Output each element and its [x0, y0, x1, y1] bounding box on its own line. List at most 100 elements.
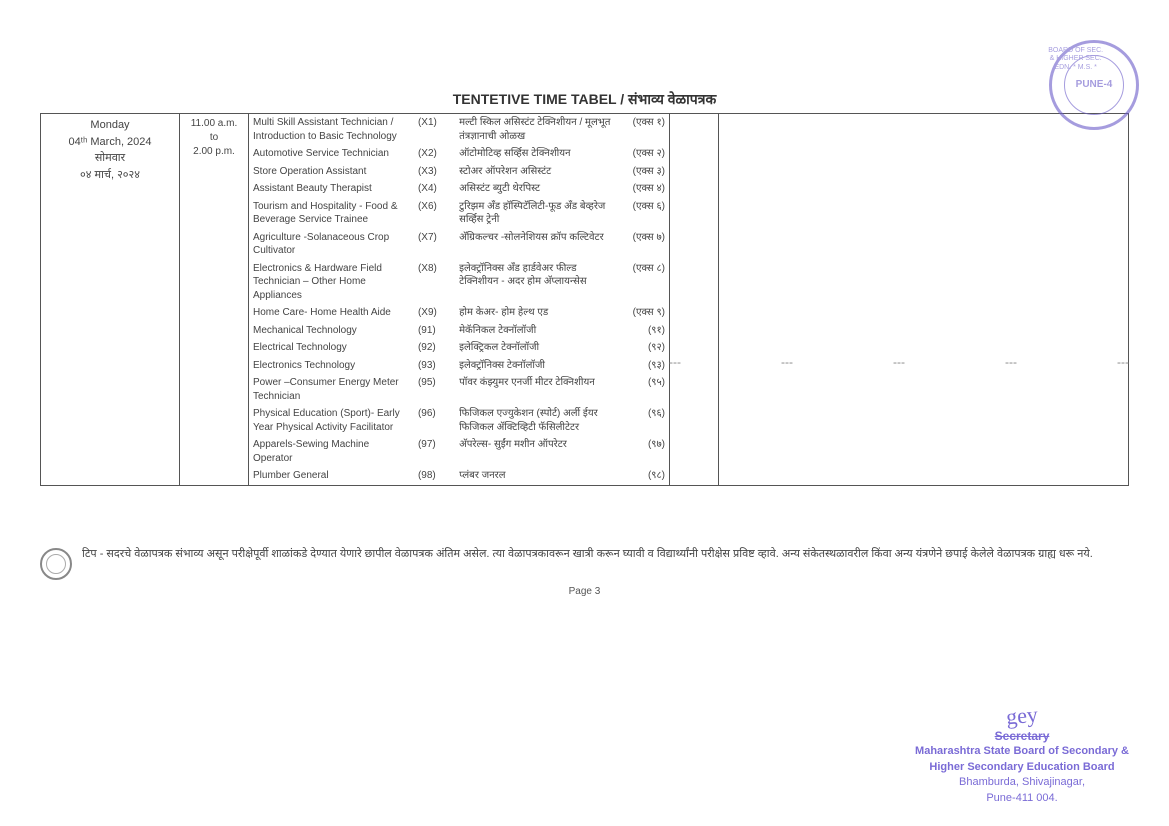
subject-row: Agriculture -Solanaceous Crop Cultivator…: [249, 229, 669, 260]
date-mr: ०४ मार्च, २०२४: [45, 167, 175, 184]
day-cell: Monday 04ᵗʰ March, 2024 सोमवार ०४ मार्च,…: [41, 114, 180, 486]
subject-code-mr: (एक्स ७): [619, 229, 669, 260]
subject-en: Apparels-Sewing Machine Operator: [249, 436, 414, 467]
date-en: 04ᵗʰ March, 2024: [45, 134, 175, 151]
subject-code-mr: (एक्स ९): [619, 304, 669, 322]
subject-code-en: (X4): [414, 180, 455, 198]
subject-en: Home Care- Home Health Aide: [249, 304, 414, 322]
subject-code-mr: (एक्स ८): [619, 260, 669, 305]
weekday-mr: सोमवार: [45, 150, 175, 167]
subject-code-en: (X7): [414, 229, 455, 260]
subject-row: Store Operation Assistant(X3)स्टोअर ऑपरे…: [249, 163, 669, 181]
subject-code-en: (X3): [414, 163, 455, 181]
subject-mr: इलेक्ट्रॉनिक्स अँड हार्डवेअर फील्ड टेक्न…: [455, 260, 619, 305]
subject-en: Electronics Technology: [249, 357, 414, 375]
subject-en: Multi Skill Assistant Technician / Intro…: [249, 114, 414, 145]
subject-code-en: (97): [414, 436, 455, 467]
note-seal-icon: [40, 548, 72, 580]
subject-row: Apparels-Sewing Machine Operator(97)अ‍ॅप…: [249, 436, 669, 467]
subject-en: Electronics & Hardware Field Technician …: [249, 260, 414, 305]
subject-code-mr: (९६): [619, 405, 669, 436]
signature-line4: Pune-411 004.: [915, 791, 1129, 806]
signature-line1: Maharashtra State Board of Secondary &: [915, 744, 1129, 759]
subject-row: Power –Consumer Energy Meter Technician(…: [249, 374, 669, 405]
subject-mr: होम केअर- होम हेल्थ एड: [455, 304, 619, 322]
time-to-word: to: [184, 131, 244, 145]
subject-mr: असिस्टंट ब्युटी थेरपिस्ट: [455, 180, 619, 198]
subject-code-en: (X1): [414, 114, 455, 145]
subject-mr: इलेक्ट्रॉनिक्स टेक्नॉलॉजी: [455, 357, 619, 375]
subject-en: Mechanical Technology: [249, 322, 414, 340]
subject-en: Electrical Technology: [249, 339, 414, 357]
time-cell: 11.00 a.m. to 2.00 p.m.: [180, 114, 249, 486]
page-title: TENTETIVE TIME TABEL / संभाव्य वेळापत्रक: [40, 90, 1129, 109]
weekday-en: Monday: [45, 117, 175, 134]
blank-cell-2: [719, 114, 1129, 486]
subject-mr: मेकॅनिकल टेक्नॉलॉजी: [455, 322, 619, 340]
subject-mr: फिजिकल एज्युकेशन (स्पोर्ट) अर्ली ईयर फिज…: [455, 405, 619, 436]
stamp-outer-text: BOARD OF SEC. & HIGHER SEC. EDN. * M.S. …: [1048, 47, 1104, 72]
subject-mr: स्टोअर ऑपरेशन असिस्टंट: [455, 163, 619, 181]
subjects-cell: Multi Skill Assistant Technician / Intro…: [249, 114, 670, 486]
subject-row: Mechanical Technology(91)मेकॅनिकल टेक्नॉ…: [249, 322, 669, 340]
signature-line2: Higher Secondary Education Board: [915, 760, 1129, 775]
subject-code-en: (95): [414, 374, 455, 405]
subject-row: Electronics & Hardware Field Technician …: [249, 260, 669, 305]
subject-en: Assistant Beauty Therapist: [249, 180, 414, 198]
subject-code-en: (X6): [414, 198, 455, 229]
subject-row: Home Care- Home Health Aide(X9)होम केअर-…: [249, 304, 669, 322]
subject-code-mr: (९५): [619, 374, 669, 405]
subject-en: Power –Consumer Energy Meter Technician: [249, 374, 414, 405]
time-to: 2.00 p.m.: [184, 145, 244, 159]
subject-row: Physical Education (Sport)- Early Year P…: [249, 405, 669, 436]
subject-code-en: (96): [414, 405, 455, 436]
page: BOARD OF SEC. & HIGHER SEC. EDN. * M.S. …: [0, 0, 1169, 826]
note-row: टिप - सदरचे वेळापत्रक संभाव्य असून परीक्…: [40, 546, 1129, 580]
subject-code-mr: (९७): [619, 436, 669, 467]
subject-en: Agriculture -Solanaceous Crop Cultivator: [249, 229, 414, 260]
subject-en: Automotive Service Technician: [249, 145, 414, 163]
note-text: टिप - सदरचे वेळापत्रक संभाव्य असून परीक्…: [82, 546, 1093, 563]
subject-mr: पॉवर कंझ्युमर एनर्जी मीटर टेक्निशीयन: [455, 374, 619, 405]
subject-mr: प्लंबर जनरल: [455, 467, 619, 485]
timetable: Monday 04ᵗʰ March, 2024 सोमवार ०४ मार्च,…: [40, 113, 1129, 486]
subject-row: Automotive Service Technician(X2)ऑटोमोटि…: [249, 145, 669, 163]
subject-row: Tourism and Hospitality - Food & Beverag…: [249, 198, 669, 229]
subject-code-mr: (एक्स २): [619, 145, 669, 163]
subject-row: Plumber General(98)प्लंबर जनरल(९८): [249, 467, 669, 485]
subject-mr: ऑटोमोटिव्ह सर्व्हिस टेक्निशीयन: [455, 145, 619, 163]
stamp-center-text: PUNE-4: [1076, 79, 1113, 91]
subject-mr: मल्टी स्किल असिस्टंट टेक्निशीयन / मूलभूत…: [455, 114, 619, 145]
subject-code-en: (X2): [414, 145, 455, 163]
subject-en: Plumber General: [249, 467, 414, 485]
subject-row: Assistant Beauty Therapist(X4)असिस्टंट ब…: [249, 180, 669, 198]
subject-code-mr: (एक्स ३): [619, 163, 669, 181]
seal-stamp-top: BOARD OF SEC. & HIGHER SEC. EDN. * M.S. …: [1049, 40, 1139, 130]
subject-code-mr: (९३): [619, 357, 669, 375]
page-number: Page 3: [40, 586, 1129, 597]
subject-mr: अ‍ॅपरेल्स- सुईंग मशीन ऑपरेटर: [455, 436, 619, 467]
subject-code-en: (93): [414, 357, 455, 375]
subject-code-mr: (९१): [619, 322, 669, 340]
time-from: 11.00 a.m.: [184, 117, 244, 131]
blank-cell-1: [670, 114, 719, 486]
subject-code-en: (91): [414, 322, 455, 340]
subject-code-en: (92): [414, 339, 455, 357]
subject-row: Electrical Technology(92)इलेक्ट्रिकल टेक…: [249, 339, 669, 357]
subject-code-mr: (एक्स ६): [619, 198, 669, 229]
subject-mr: टुरिझम अँड हॉस्पिटॅलिटी-फूड अँड बेव्हरेज…: [455, 198, 619, 229]
subject-en: Tourism and Hospitality - Food & Beverag…: [249, 198, 414, 229]
subject-code-en: (98): [414, 467, 455, 485]
subject-code-mr: (९२): [619, 339, 669, 357]
subject-mr: अ‍ॅग्रिकल्चर -सोलनेशियस क्रॉप कल्टिवेटर: [455, 229, 619, 260]
subject-mr: इलेक्ट्रिकल टेक्नॉलॉजी: [455, 339, 619, 357]
subjects-table: Multi Skill Assistant Technician / Intro…: [249, 114, 669, 485]
subject-code-en: (X9): [414, 304, 455, 322]
subject-en: Store Operation Assistant: [249, 163, 414, 181]
subject-code-en: (X8): [414, 260, 455, 305]
subject-row: Electronics Technology(93)इलेक्ट्रॉनिक्स…: [249, 357, 669, 375]
subject-row: Multi Skill Assistant Technician / Intro…: [249, 114, 669, 145]
signature-block: gey Secretary Maharashtra State Board of…: [915, 701, 1129, 806]
signature-line3: Bhamburda, Shivajinagar,: [915, 775, 1129, 790]
subject-code-mr: (एक्स १): [619, 114, 669, 145]
